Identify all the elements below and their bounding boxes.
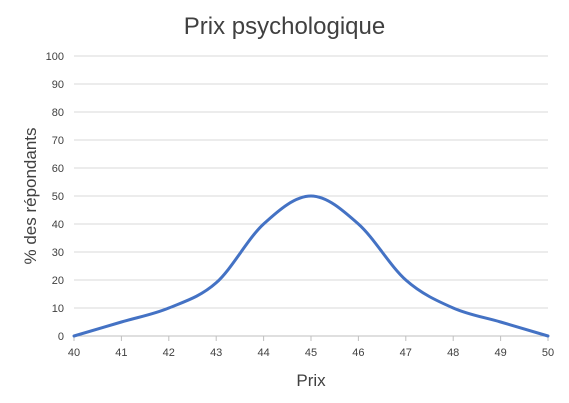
x-tick-label: 48 (447, 347, 459, 359)
x-axis-title: Prix (296, 371, 326, 390)
series-line-0 (72, 194, 550, 338)
x-tick-label: 47 (400, 347, 412, 359)
y-tick-label: 60 (52, 163, 64, 175)
y-axis-title: % des répondants (21, 127, 40, 264)
y-tick-label: 50 (52, 191, 64, 203)
grid-lines (74, 55, 548, 309)
x-tick-label: 43 (210, 347, 222, 359)
axes (73, 335, 549, 341)
x-tick-label: 40 (68, 347, 80, 359)
y-tick-label: 0 (58, 331, 64, 343)
series-layer (72, 194, 550, 338)
tick-labels: 0 10 20 30 40 50 60 70 80 90 100 40 41 42 43 44 45 46 47 48… (46, 51, 554, 359)
y-tick-label: 100 (46, 51, 64, 63)
y-tick-label: 10 (52, 303, 64, 315)
x-tick-label: 44 (257, 347, 269, 359)
y-tick-label: 70 (52, 135, 64, 147)
y-tick-label: 40 (52, 219, 64, 231)
y-tick-label: 80 (52, 107, 64, 119)
x-tick-label: 49 (494, 347, 506, 359)
x-tick-label: 41 (115, 347, 127, 359)
x-tick-label: 46 (352, 347, 364, 359)
y-tick-label: 20 (52, 275, 64, 287)
x-tick-label: 45 (305, 347, 317, 359)
y-tick-label: 90 (52, 79, 64, 91)
chart-title: Prix psychologique (184, 13, 385, 40)
x-tick-label: 50 (542, 347, 554, 359)
y-tick-label: 30 (52, 247, 64, 259)
x-tick-label: 42 (163, 347, 175, 359)
